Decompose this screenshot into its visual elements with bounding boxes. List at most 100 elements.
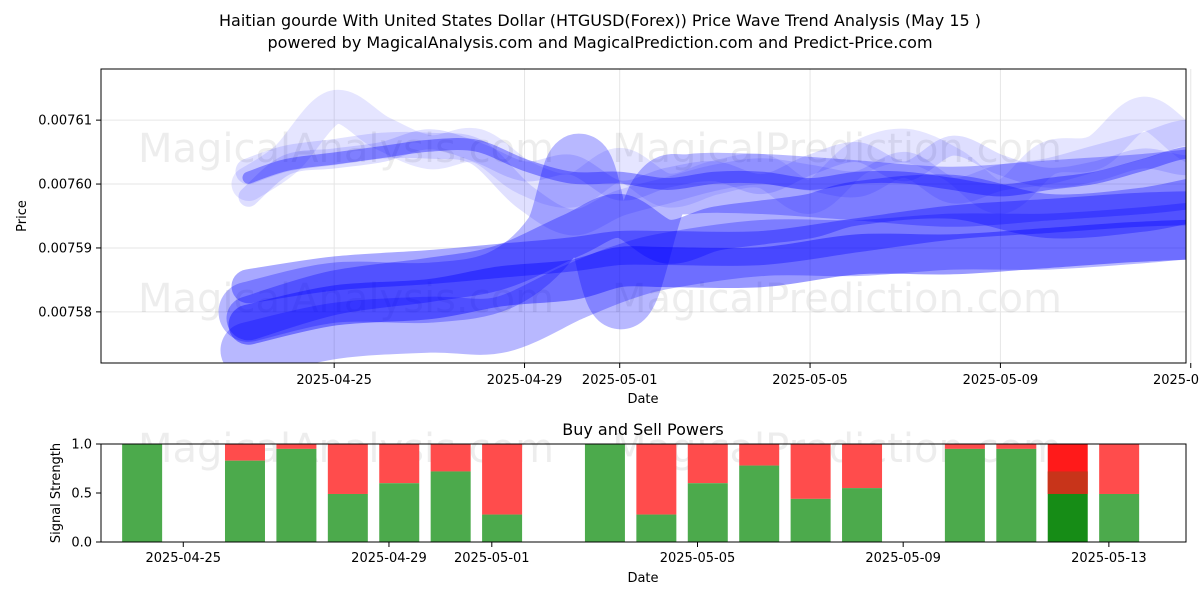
watermark-analysis-bottom: MagicalAnalysis.com	[138, 276, 554, 322]
price-x-tick-label-1: 2025-04-29	[487, 373, 563, 388]
signal-x-tick-label-2: 2025-05-01	[454, 551, 530, 566]
signal-x-ticks: 2025-04-25 2025-04-29 2025-05-01 2025-05-05…	[145, 542, 1147, 566]
price-x-tick-label-0: 2025-04-25	[296, 373, 372, 388]
sell-bar-12	[842, 444, 883, 489]
sell-bar-4	[379, 444, 420, 484]
signal-bar-16	[1099, 444, 1140, 542]
buy-bar-10	[739, 465, 780, 542]
buy-bar-15	[1047, 493, 1088, 542]
buy-bar-9	[687, 483, 728, 542]
sell-bar-9	[687, 444, 728, 484]
sell-bar-5	[430, 444, 471, 472]
signal-y-axis-label: Signal Strength	[49, 443, 64, 543]
signal-x-axis-label: Date	[627, 571, 658, 586]
signal-bar-3	[327, 444, 368, 542]
signal-bar-11	[790, 444, 831, 542]
buy-bar-1	[224, 460, 265, 542]
signal-bar-14	[996, 444, 1037, 542]
signal-x-tick-label-0: 2025-04-25	[145, 551, 221, 566]
watermark-prediction-top: MagicalPrediction.com	[612, 126, 1062, 172]
price-plot-frame	[100, 68, 1187, 364]
price-y-tick-label-3: 0.00761	[38, 114, 92, 129]
price-x-axis-label: Date	[627, 392, 658, 407]
price-wave-wave-f	[226, 174, 1186, 341]
figure-title-line2: powered by MagicalAnalysis.com and Magic…	[267, 33, 932, 52]
price-chart: MagicalAnalysis.com MagicalPrediction.co…	[15, 68, 1200, 407]
signal-bar-6	[482, 444, 523, 542]
watermark-prediction-signal: MagicalPrediction.com	[612, 426, 1062, 472]
signal-bars	[122, 444, 1140, 542]
signal-bar-12	[842, 444, 883, 542]
buy-bar-12	[842, 488, 883, 542]
price-plot-area	[101, 69, 1186, 363]
figure-title-line1: Haitian gourde With United States Dollar…	[219, 11, 981, 30]
sell-bar-14	[996, 444, 1037, 449]
buy-bar-7	[584, 444, 625, 542]
signal-bar-5	[430, 444, 471, 542]
price-x-tick-label-5: 2025-05-13	[1153, 373, 1200, 388]
signal-bar-13	[944, 444, 985, 542]
signal-y-ticks: 0.0 0.5 1.0	[71, 438, 101, 551]
buy-bar-0	[122, 444, 163, 542]
buy-bar-16	[1099, 493, 1140, 542]
signal-bar-15	[1047, 444, 1088, 542]
buy-bar-14	[996, 448, 1037, 542]
mix-bar-15	[1047, 471, 1088, 494]
price-x-tick-label-4: 2025-05-09	[963, 373, 1039, 388]
buy-bar-6	[482, 514, 523, 542]
sell-bar-1	[224, 444, 265, 461]
signal-bar-10	[739, 444, 780, 542]
price-wave-wave-a	[231, 89, 1186, 214]
signal-bar-1	[224, 444, 265, 542]
price-y-ticks: 0.00758 0.00759 0.00760 0.00761	[38, 114, 101, 320]
sell-bar-10	[739, 444, 780, 466]
signal-x-tick-label-5: 2025-05-13	[1071, 551, 1147, 566]
price-wave-wave-h	[228, 219, 1186, 345]
price-waves	[218, 89, 1186, 363]
signal-bar-2	[276, 444, 317, 542]
price-watermarks: MagicalAnalysis.com MagicalPrediction.co…	[138, 126, 1062, 322]
sell-bar-13	[944, 444, 985, 449]
price-x-ticks: 2025-04-25 2025-04-29 2025-05-01 2025-05-05…	[296, 363, 1200, 388]
price-wave-wave-c	[238, 129, 1186, 207]
price-y-tick-label-0: 0.00758	[38, 305, 92, 320]
sell-bar-11	[790, 444, 831, 499]
signal-chart-title: Buy and Sell Powers	[562, 420, 724, 439]
price-grid	[101, 69, 1192, 363]
sell-bar-3	[327, 444, 368, 494]
sell-bar-8	[636, 444, 677, 515]
price-wave-wave-d	[242, 138, 1186, 197]
sell-bar-2	[276, 444, 317, 449]
signal-y-tick-label-2: 1.0	[71, 438, 92, 453]
buy-bar-4	[379, 483, 420, 542]
price-wave-wave-b	[235, 119, 1186, 236]
buy-bar-8	[636, 514, 677, 542]
watermark-prediction-bottom: MagicalPrediction.com	[612, 276, 1062, 322]
signal-bar-7	[584, 444, 625, 542]
signal-x-tick-label-1: 2025-04-29	[351, 551, 427, 566]
price-y-tick-label-1: 0.00759	[38, 241, 92, 256]
signal-x-tick-label-3: 2025-05-05	[660, 551, 736, 566]
signal-x-tick-label-4: 2025-05-09	[865, 551, 941, 566]
buy-bar-13	[944, 448, 985, 542]
watermark-analysis-top: MagicalAnalysis.com	[138, 126, 554, 172]
signal-chart: Buy and Sell Powers MagicalAnalysis.com …	[49, 420, 1187, 586]
signal-bar-8	[636, 444, 677, 542]
signal-bar-0	[122, 444, 163, 542]
buy-bar-11	[790, 498, 831, 542]
price-wave-wave-g	[231, 191, 1186, 304]
buy-bar-2	[276, 448, 317, 542]
buy-bar-3	[327, 493, 368, 542]
price-y-tick-label-2: 0.00760	[38, 178, 92, 193]
signal-bar-4	[379, 444, 420, 542]
price-wave-wave-i	[220, 203, 1186, 363]
sell-bar-6	[482, 444, 523, 515]
price-wave-wave-e	[218, 133, 1186, 342]
price-x-tick-label-3: 2025-05-05	[772, 373, 848, 388]
signal-y-tick-label-0: 0.0	[71, 536, 92, 551]
signal-y-tick-label-1: 0.5	[71, 487, 92, 502]
signal-bar-9	[687, 444, 728, 542]
sell-bar-16	[1099, 444, 1140, 494]
buy-bar-5	[430, 471, 471, 542]
